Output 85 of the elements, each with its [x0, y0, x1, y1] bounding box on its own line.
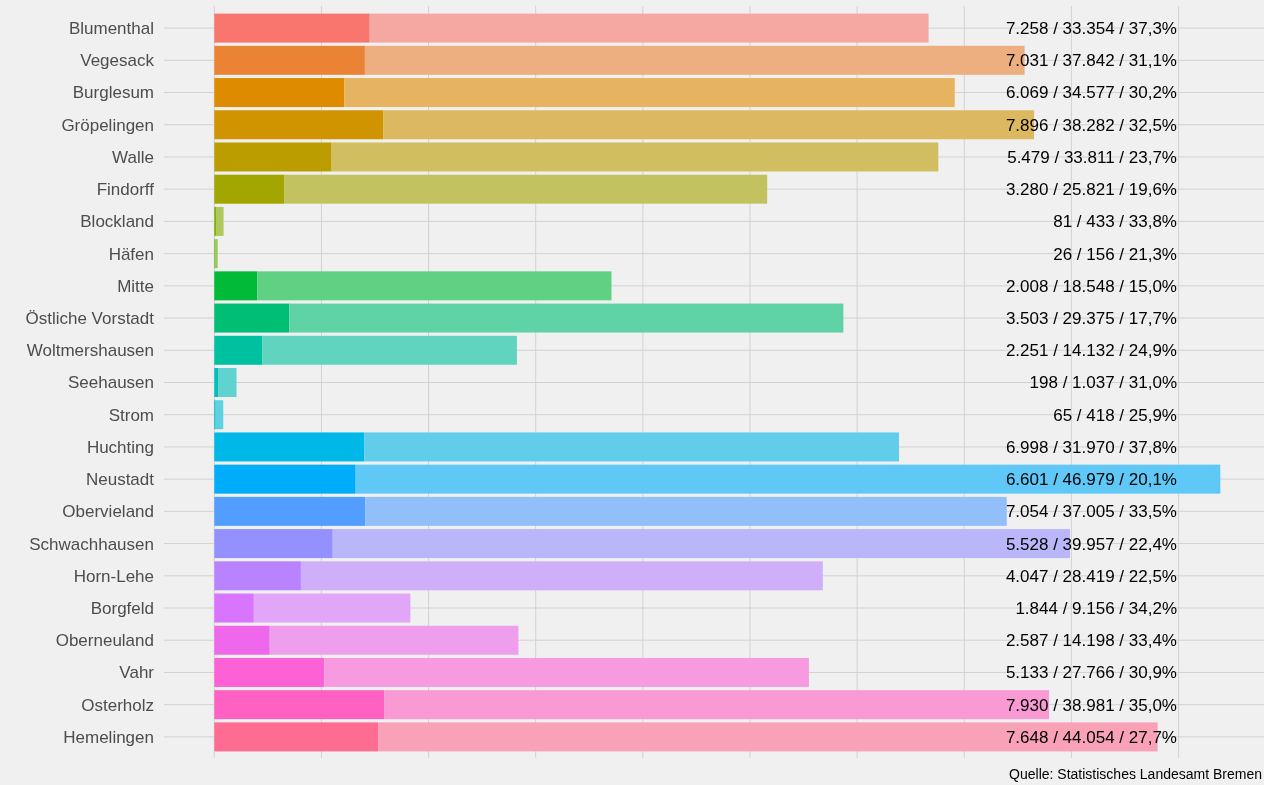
bar: [214, 142, 332, 172]
bar: [365, 496, 1007, 526]
bar: [214, 625, 270, 655]
annotation: 2.008 / 18.548 / 15,0%: [1005, 276, 1177, 296]
y-tick-label: Borgfeld: [90, 598, 154, 618]
bar: [218, 368, 237, 397]
y-tick-label: Schwachhausen: [29, 534, 154, 554]
bar: [214, 432, 365, 462]
y-tick-label: Seehausen: [67, 373, 154, 393]
y-tick-label: Hemelingen: [63, 727, 154, 747]
bar: [289, 303, 844, 333]
annotation: 7.648 / 44.054 / 27,7%: [1005, 727, 1177, 747]
y-tick-label: Östliche Vorstadt: [25, 309, 155, 329]
y-tick-label: Strom: [108, 405, 154, 425]
annotation: 2.587 / 14.198 / 33,4%: [1005, 631, 1177, 651]
y-tick-label: Obervieland: [62, 502, 154, 522]
bar: [214, 45, 365, 75]
annotation: 7.031 / 37.842 / 31,1%: [1005, 51, 1177, 71]
bar: [214, 335, 263, 365]
y-tick-label: Horn-Lehe: [73, 566, 154, 586]
annotation: 65 / 418 / 25,9%: [1053, 405, 1177, 425]
bar: [344, 78, 955, 108]
bar: [214, 690, 385, 720]
bar: [214, 657, 325, 687]
y-tick-label: Blumenthal: [68, 19, 154, 39]
bar: [324, 657, 809, 687]
y-tick-label: Burglesum: [72, 83, 154, 103]
y-tick-label: Osterholz: [81, 695, 154, 715]
bar: [262, 335, 517, 365]
annotation: 7.258 / 33.354 / 37,3%: [1005, 19, 1177, 39]
y-tick-label: Gröpelingen: [61, 115, 154, 135]
y-tick-label: Findorff: [96, 180, 155, 200]
y-tick-label: Blockland: [80, 212, 154, 232]
bar: [369, 13, 929, 43]
y-tick-label: Woltmershausen: [26, 341, 154, 361]
annotation: 6.069 / 34.577 / 30,2%: [1005, 83, 1177, 103]
bar: [215, 400, 224, 430]
bar: [214, 110, 384, 140]
y-tick-label: Walle: [112, 147, 154, 167]
bar: [214, 593, 254, 623]
annotation: 7.054 / 37.005 / 33,5%: [1005, 502, 1177, 522]
bar: [216, 206, 224, 236]
bar: [331, 142, 939, 172]
annotation: 6.998 / 31.970 / 37,8%: [1005, 437, 1177, 457]
bar: [253, 593, 411, 623]
annotation: 7.930 / 38.981 / 35,0%: [1005, 695, 1177, 715]
annotation: 1.844 / 9.156 / 34,2%: [1015, 598, 1177, 618]
annotation: 5.479 / 33.811 / 23,7%: [1007, 147, 1177, 167]
y-tick-label: Vegesack: [80, 51, 155, 71]
annotation: 26 / 156 / 21,3%: [1053, 244, 1177, 264]
bar: [364, 432, 899, 462]
bar: [355, 464, 1221, 494]
annotation: 198 / 1.037 / 31,0%: [1029, 373, 1177, 393]
annotation: 6.601 / 46.979 / 20,1%: [1005, 470, 1177, 490]
annotation: 7.896 / 38.282 / 32,5%: [1005, 115, 1177, 135]
annotation: 81 / 433 / 33,8%: [1053, 212, 1177, 232]
bar: [214, 496, 366, 526]
bar: [214, 464, 356, 494]
annotation: 3.503 / 29.375 / 17,7%: [1005, 309, 1177, 329]
bar: [214, 174, 285, 204]
y-tick-label: Huchting: [86, 437, 154, 457]
bar: [269, 625, 519, 655]
source-note: Quelle: Statistisches Landesamt Bremen: [1009, 766, 1262, 782]
y-tick-label: Häfen: [108, 244, 154, 264]
y-tick-label: Neustadt: [85, 470, 155, 490]
bar: [214, 722, 379, 752]
bar: [214, 78, 345, 108]
bar: [214, 13, 370, 43]
annotation: 5.133 / 27.766 / 30,9%: [1005, 663, 1177, 683]
annotation: 3.280 / 25.821 / 19,6%: [1005, 180, 1177, 200]
bar: [214, 303, 290, 333]
bar: [257, 271, 612, 301]
y-tick-label: Oberneuland: [55, 631, 154, 651]
bar: [300, 561, 823, 591]
bar: [214, 368, 219, 397]
y-tick-label: Mitte: [117, 276, 154, 296]
y-tick-label: Vahr: [119, 663, 155, 683]
bar: [214, 561, 301, 591]
bar: [214, 271, 258, 301]
annotation: 2.251 / 14.132 / 24,9%: [1005, 341, 1177, 361]
annotation: 5.528 / 39.957 / 22,4%: [1005, 534, 1177, 554]
annotation: 4.047 / 28.419 / 22,5%: [1005, 566, 1177, 586]
bar: [384, 690, 1050, 720]
bar: [284, 174, 768, 204]
bar: [214, 529, 333, 559]
